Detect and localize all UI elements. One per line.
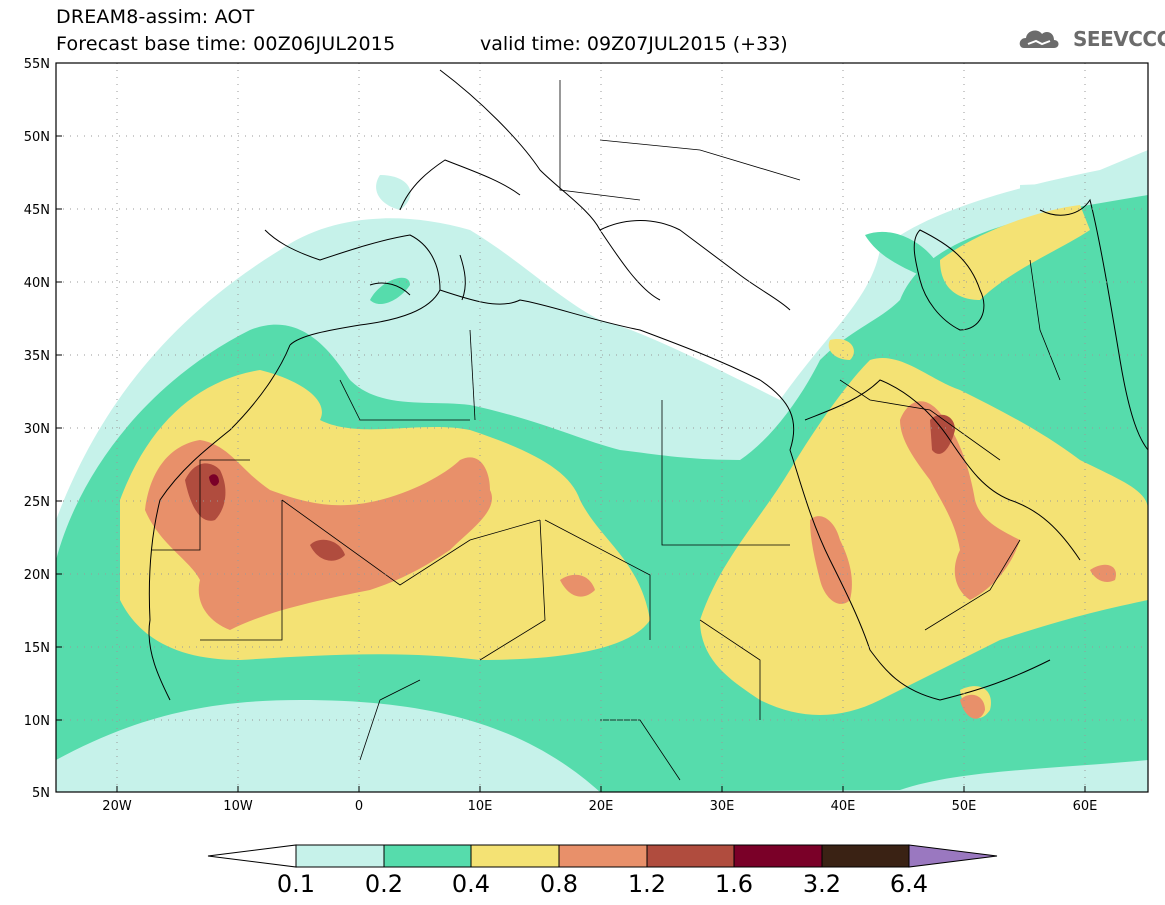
colorbar-swatch <box>558 844 648 868</box>
lon-label: 10W <box>223 799 253 814</box>
colorbar-swatch <box>383 844 472 868</box>
colorbar-swatch <box>295 844 385 868</box>
axis-ticks <box>56 62 1086 792</box>
longitude-labels: 20W 10W 0 10E 20E 30E 40E 50E 60E <box>102 799 1097 814</box>
graticule <box>56 63 1148 792</box>
lat-label: 50N <box>24 130 50 145</box>
aot-level-1.6 <box>209 474 219 486</box>
colorbar-label: 0.8 <box>540 870 578 898</box>
colorbar-label: 0.1 <box>277 870 315 898</box>
lon-label: 40E <box>831 799 856 814</box>
lat-label: 55N <box>24 57 50 72</box>
colorbar-label: 0.4 <box>452 870 490 898</box>
colorbar-label: 3.2 <box>803 870 841 898</box>
lat-label: 20N <box>24 568 50 583</box>
lat-label: 45N <box>24 203 50 218</box>
lon-label: 0 <box>355 799 363 814</box>
country-borders <box>152 80 1061 781</box>
colorbar-high-arrow <box>908 844 998 868</box>
lat-label: 25N <box>24 495 50 510</box>
colorbar-swatch <box>821 844 910 868</box>
colorbar-label: 6.4 <box>890 870 928 898</box>
lon-label: 10E <box>468 799 493 814</box>
forecast-base-time: Forecast base time: 00Z06JUL2015 <box>56 33 396 55</box>
colorbar-swatch <box>733 844 823 868</box>
lat-label: 40N <box>24 276 50 291</box>
lon-label: 60E <box>1073 799 1098 814</box>
colorbar-low-arrow <box>207 844 297 868</box>
colorbar-label: 1.2 <box>628 870 666 898</box>
lat-label: 30N <box>24 422 50 437</box>
colorbar-swatch <box>470 844 560 868</box>
seevccc-logo-text: SEEVCCC <box>1073 27 1165 51</box>
colorbar-label: 0.2 <box>365 870 403 898</box>
lon-label: 30E <box>710 799 735 814</box>
lon-label: 50E <box>952 799 977 814</box>
lat-label: 35N <box>24 349 50 364</box>
latitude-labels: 55N 50N 45N 40N 35N 30N 25N 20N 15N 10N … <box>24 57 50 801</box>
seevccc-cloud-logo-icon <box>1019 30 1059 48</box>
colorbar-swatch <box>646 844 735 868</box>
lat-label: 15N <box>24 641 50 656</box>
map-title: DREAM8-assim: AOT <box>56 6 255 28</box>
lon-label: 20W <box>102 799 132 814</box>
lon-label: 20E <box>589 799 614 814</box>
colorbar-label: 1.6 <box>715 870 753 898</box>
lat-label: 5N <box>32 786 50 801</box>
colorbar: 0.1 0.2 0.4 0.8 1.2 1.6 3.2 6.4 <box>207 844 998 898</box>
coastlines <box>148 69 1148 701</box>
valid-time: valid time: 09Z07JUL2015 (+33) <box>480 33 788 55</box>
lat-label: 10N <box>24 714 50 729</box>
